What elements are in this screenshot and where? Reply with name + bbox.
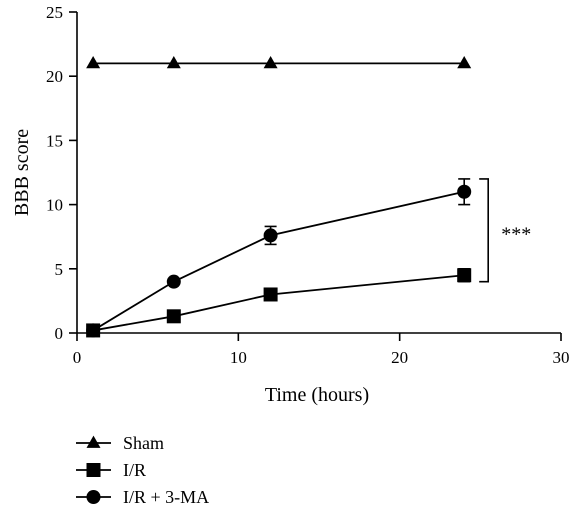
data-point-i-r-3-ma [457, 184, 472, 199]
y-tick-label: 0 [55, 324, 64, 343]
legend-label: Sham [123, 433, 164, 453]
y-tick-label: 15 [46, 131, 63, 150]
data-point-sham [166, 56, 181, 69]
series-line-i-r [92, 274, 465, 332]
y-tick-label: 5 [55, 260, 64, 279]
data-point-i-r [457, 268, 472, 283]
legend-item-i-r: I/R [76, 460, 146, 480]
data-point-i-r [263, 287, 278, 302]
data-point-sham [457, 56, 472, 69]
legend-marker [86, 490, 101, 504]
series-layer [86, 56, 472, 338]
data-point-i-r-3-ma [166, 274, 181, 289]
significance-bracket [479, 178, 489, 283]
x-axis-title: Time (hours) [265, 384, 369, 406]
x-tick-label: 30 [553, 348, 570, 367]
legend-item-i-r-3-ma: I/R + 3-MA [76, 487, 209, 507]
y-tick-label: 25 [46, 3, 63, 22]
data-point-sham [86, 56, 101, 69]
legend: Sham I/R I/R + 3-MA [76, 433, 209, 507]
significance-label: *** [501, 223, 531, 245]
series-line-i-r-3-ma [92, 190, 465, 332]
y-tick-label: 10 [46, 196, 63, 215]
legend-label: I/R [123, 460, 146, 480]
x-tick-label: 0 [73, 348, 82, 367]
y-axis-title: BBB score [11, 129, 33, 216]
x-tick-label: 10 [230, 348, 247, 367]
series-i-r [86, 267, 472, 338]
legend-item-sham: Sham [76, 433, 164, 453]
data-point-i-r-3-ma [263, 228, 278, 243]
series-i-r-3-ma [86, 178, 472, 338]
x-tick-label: 20 [391, 348, 408, 367]
annotation-layer: *** [479, 178, 531, 283]
data-point-i-r-3-ma [86, 323, 101, 338]
legend-marker [86, 435, 101, 448]
axes: 0 5 10 15 20 25 0 10 20 30 Time (hours) BBB score [11, 3, 570, 406]
data-point-sham [263, 56, 278, 69]
series-sham [86, 56, 472, 69]
legend-label: I/R + 3-MA [123, 487, 209, 507]
legend-marker [86, 463, 101, 477]
data-point-i-r [166, 309, 181, 324]
y-tick-label: 20 [46, 67, 63, 86]
